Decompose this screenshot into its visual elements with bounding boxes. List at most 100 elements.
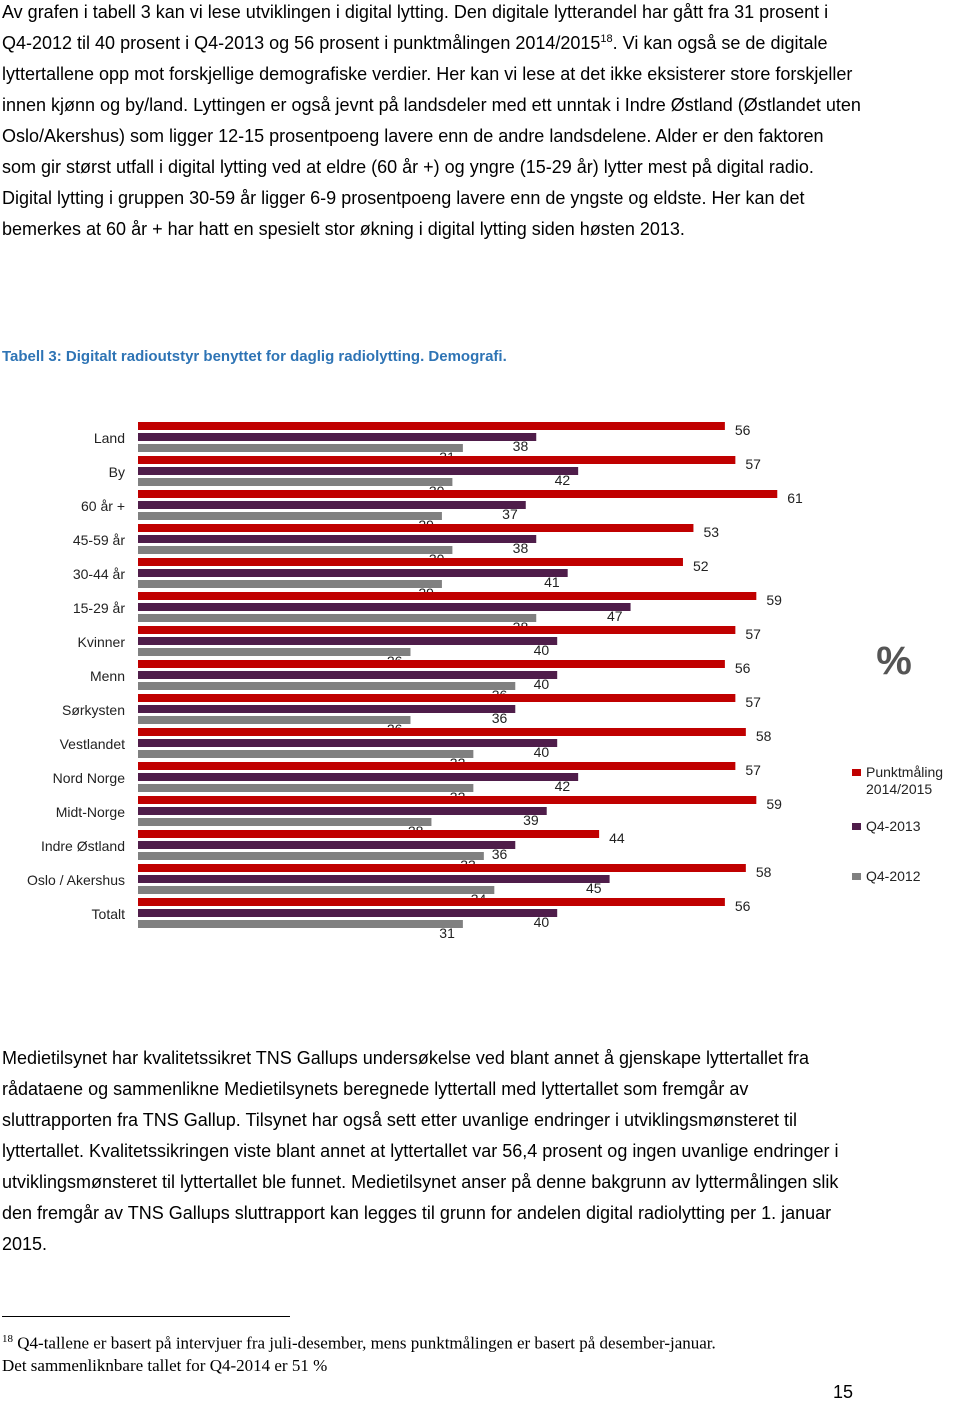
category-label: 45-59 år: [73, 532, 125, 548]
value-label: 57: [745, 762, 761, 778]
value-label: 36: [492, 846, 508, 862]
bar: [138, 773, 579, 781]
category-label: 15-29 år: [73, 600, 125, 616]
category-label: Oslo / Akershus: [27, 872, 125, 888]
bar: [138, 886, 495, 894]
bar: [138, 422, 725, 430]
footnote-ref: 18: [600, 33, 613, 45]
value-label: 61: [787, 490, 803, 506]
bar: [138, 478, 453, 486]
footnote-rule: [2, 1316, 290, 1317]
value-label: 42: [555, 472, 571, 488]
bar: [138, 637, 558, 645]
category-label: Midt-Norge: [56, 804, 125, 820]
bar: [138, 614, 537, 622]
value-label: 58: [756, 864, 772, 880]
footnote-text: Q4-tallene er basert på intervjuer fra j…: [17, 1333, 716, 1353]
paragraph: Av grafen i tabell 3 kan vi lese utvikli…: [2, 0, 862, 245]
value-label: 57: [745, 626, 761, 642]
bar: [138, 750, 474, 758]
bar: [138, 728, 746, 736]
bar: [138, 558, 683, 566]
value-label: 57: [745, 456, 761, 472]
category-label: Totalt: [92, 906, 126, 922]
category-label: By: [109, 464, 125, 480]
value-label: 59: [766, 796, 782, 812]
table-caption: Tabell 3: Digitalt radioutstyr benyttet …: [2, 348, 507, 365]
value-label: 47: [607, 608, 623, 624]
bar: [138, 501, 526, 509]
legend-swatch: [852, 769, 861, 776]
bar: [138, 864, 746, 872]
value-label: 52: [693, 558, 709, 574]
bar: [138, 603, 631, 611]
value-label: 38: [513, 438, 529, 454]
category-label: 60 år +: [81, 498, 125, 514]
footnote-number: 18: [2, 1333, 13, 1345]
value-label: 41: [544, 574, 560, 590]
legend-label: Punktmåling 2014/2015: [866, 764, 944, 797]
bar: [138, 660, 725, 668]
page-number: 15: [833, 1382, 854, 1402]
bar: [138, 739, 558, 747]
bar: [138, 580, 442, 588]
footnote-text: Det sammenliknbare tallet for Q4-2014 er…: [2, 1355, 328, 1375]
text: . Vi kan også se de digitale lyttertalle…: [2, 33, 861, 239]
bar: [138, 671, 558, 679]
value-label: 59: [766, 592, 782, 608]
bar: [138, 694, 736, 702]
bar: [138, 456, 736, 464]
category-label: Menn: [90, 668, 125, 684]
value-label: 42: [555, 778, 571, 794]
text: Av grafen i tabell 3 kan vi lese utvikli…: [2, 2, 829, 53]
bar: [138, 682, 516, 690]
value-label: 39: [523, 812, 539, 828]
bar: [138, 626, 736, 634]
bar: [138, 524, 694, 532]
value-label: 58: [756, 728, 772, 744]
bar: [138, 433, 537, 441]
value-label: 31: [439, 925, 455, 941]
bar: [138, 898, 725, 906]
bar: [138, 830, 600, 838]
category-label: 30-44 år: [73, 566, 125, 582]
bar: [138, 648, 411, 656]
bar: [138, 920, 463, 928]
category-label: Kvinner: [78, 634, 126, 650]
unit-label: %: [876, 639, 912, 683]
value-label: 40: [534, 744, 550, 760]
value-label: 40: [534, 676, 550, 692]
value-label: 56: [735, 660, 751, 676]
bar: [138, 852, 484, 860]
bar: [138, 875, 610, 883]
bar: [138, 818, 432, 826]
footnote: 18 Q4-tallene er basert på intervjuer fr…: [2, 1328, 882, 1377]
bar: [138, 592, 757, 600]
value-label: 56: [735, 422, 751, 438]
bar: [138, 546, 453, 554]
bar: [138, 762, 736, 770]
legend-swatch: [852, 873, 861, 880]
category-label: Sørkysten: [62, 702, 125, 718]
bar: [138, 705, 516, 713]
category-label: Land: [94, 430, 125, 446]
value-label: 56: [735, 898, 751, 914]
value-label: 45: [586, 880, 602, 896]
bar: [138, 512, 442, 520]
bar: [138, 569, 568, 577]
legend-swatch: [852, 823, 861, 830]
bar: [138, 467, 579, 475]
value-label: 36: [492, 710, 508, 726]
value-label: 44: [609, 830, 625, 846]
bar: [138, 909, 558, 917]
category-label: Nord Norge: [53, 770, 126, 786]
bar: [138, 535, 537, 543]
bar: [138, 444, 463, 452]
bar: [138, 716, 411, 724]
bar: [138, 490, 778, 498]
chart: Land563831By57423060 år +61372945-59 år5…: [27, 422, 912, 941]
value-label: 40: [534, 914, 550, 930]
value-label: 40: [534, 642, 550, 658]
bar: [138, 841, 516, 849]
